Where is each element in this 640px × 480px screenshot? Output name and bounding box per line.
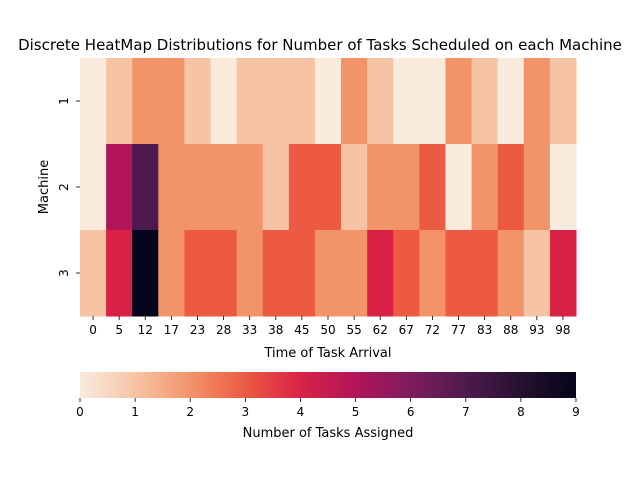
heatmap-cell [262,144,290,231]
heatmap-cell [288,144,316,231]
heatmap-cell [445,144,473,231]
chart-title: Discrete HeatMap Distributions for Numbe… [18,36,622,54]
heatmap-cell [210,144,238,231]
colorbar-tick-label: 9 [572,405,580,419]
x-tick-label: 23 [190,323,205,337]
y-tick-label: 2 [57,183,71,191]
heatmap-cell [367,230,394,317]
heatmap-cell [497,144,525,231]
heatmap-cell [497,58,525,145]
heatmap-cell [80,144,107,231]
heatmap-cells [80,58,577,317]
x-tick-label: 62 [373,323,388,337]
heatmap-cell [367,144,394,231]
heatmap-cell [341,230,368,317]
colorbar-tick-label: 8 [517,405,525,419]
heatmap-cell [341,58,368,145]
x-tick-label: 72 [425,323,440,337]
x-tick-label: 0 [89,323,97,337]
heatmap-cell [184,230,212,317]
heatmap-cell [184,58,212,145]
x-tick-label: 28 [216,323,231,337]
x-tick-label: 38 [268,323,283,337]
heatmap-cell [393,230,420,317]
heatmap-cell [471,58,499,145]
colorbar-tick-label: 7 [462,405,470,419]
x-tick-label: 55 [346,323,361,337]
heatmap-cell [445,230,473,317]
heatmap-cell [341,144,368,231]
heatmap-cell [288,58,316,145]
heatmap-cell [471,144,499,231]
heatmap-cell [419,58,446,145]
heatmap-cell [132,230,159,317]
heatmap-cell [262,230,290,317]
x-tick-label: 98 [555,323,570,337]
x-tick-label: 93 [529,323,544,337]
y-axis-label: Machine [37,160,52,214]
heatmap-cell [184,144,212,231]
heatmap-cell [158,144,185,231]
heatmap-cell [419,144,446,231]
heatmap-cell [549,58,577,145]
x-tick-label: 17 [164,323,179,337]
heatmap-cell [236,144,264,231]
heatmap-cell [314,144,342,231]
heatmap-cell [132,58,159,145]
heatmap-cell [210,230,238,317]
heatmap-cell [158,58,185,145]
heatmap-cell [549,144,577,231]
heatmap-cell [158,230,185,317]
heatmap-cell [80,230,107,317]
heatmap-cell [523,144,551,231]
y-axis-ticks: 1 2 3 [57,97,80,277]
heatmap-cell [80,58,107,145]
heatmap-cell [106,58,133,145]
colorbar-tick-label: 1 [131,405,139,419]
heatmap-cell [367,58,394,145]
x-tick-label: 5 [115,323,123,337]
colorbar-tick-label: 2 [186,405,194,419]
x-axis-label: Time of Task Arrival [263,346,391,361]
y-tick-label: 1 [57,97,71,105]
heatmap-cell [393,58,420,145]
heatmap-cell [262,58,290,145]
heatmap-cell [497,230,525,317]
heatmap-cell [314,230,342,317]
colorbar-tick-label: 4 [297,405,305,419]
x-tick-label: 50 [320,323,335,337]
colorbar-ticks: 0 1 2 3 4 5 6 7 8 9 [76,398,580,419]
x-tick-label: 45 [294,323,309,337]
x-tick-label: 33 [242,323,257,337]
heatmap-cell [419,230,446,317]
colorbar-tick-label: 0 [76,405,84,419]
colorbar-tick-label: 5 [352,405,360,419]
heatmap-cell [393,144,420,231]
colorbar-label: Number of Tasks Assigned [243,426,414,441]
heatmap-cell [210,58,238,145]
heatmap-cell [106,144,133,231]
x-tick-label: 67 [399,323,414,337]
heatmap-cell [523,58,551,145]
x-tick-label: 12 [138,323,153,337]
colorbar-tick-label: 3 [242,405,250,419]
y-tick-label: 3 [57,269,71,277]
heatmap-cell [106,230,133,317]
heatmap-cell [445,58,473,145]
x-tick-label: 77 [451,323,466,337]
heatmap-cell [288,230,316,317]
x-tick-label: 83 [477,323,492,337]
heatmap-cell [314,58,342,145]
heatmap-cell [132,144,159,231]
heatmap-cell [549,230,577,317]
colorbar [80,372,576,398]
x-axis-ticks: 0 5 12 17 23 28 33 38 45 50 55 62 67 72 77 83 88 93 98 [89,316,571,337]
heatmap-cell [236,58,264,145]
heatmap-cell [471,230,499,317]
heatmap-cell [236,230,264,317]
heatmap-cell [523,230,551,317]
x-tick-label: 88 [503,323,518,337]
colorbar-tick-label: 6 [407,405,415,419]
